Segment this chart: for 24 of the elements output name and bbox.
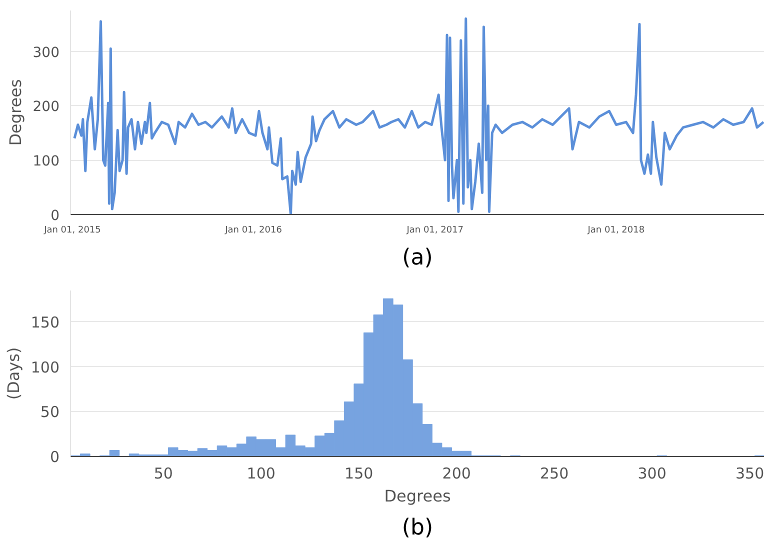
- y-tick-label: 200: [32, 99, 60, 116]
- x-tick-label: Jan 01, 2015: [43, 226, 101, 236]
- x-tick-label: 250: [540, 464, 569, 482]
- x-tick-label: Jan 01, 2017: [406, 226, 464, 236]
- x-tick-label: Jan 01, 2016: [224, 226, 282, 236]
- x-tick-label: 350: [736, 464, 764, 482]
- text: (a): [402, 246, 433, 270]
- x-tick-label: 50: [154, 464, 173, 482]
- y-tick-label: 150: [30, 313, 60, 332]
- x-tick-label: Jan 01, 2018: [586, 226, 645, 236]
- x-tick-label: 100: [246, 464, 276, 482]
- y-tick-label: 0: [50, 208, 60, 224]
- x-tick-label: 300: [638, 464, 666, 482]
- x-axis-title: Degrees: [384, 486, 451, 506]
- y-tick-label: 50: [40, 403, 60, 422]
- text: (b): [402, 516, 434, 540]
- y-tick-label: 300: [32, 44, 60, 61]
- x-tick-label: 200: [442, 464, 471, 482]
- y-axis-title: (Days): [4, 347, 23, 400]
- y-tick-label: 100: [30, 358, 60, 376]
- y-tick-label: 100: [32, 154, 60, 170]
- y-axis-title: Degrees: [6, 79, 25, 146]
- y-tick-label: 0: [50, 448, 60, 466]
- x-tick-label: 150: [344, 464, 374, 482]
